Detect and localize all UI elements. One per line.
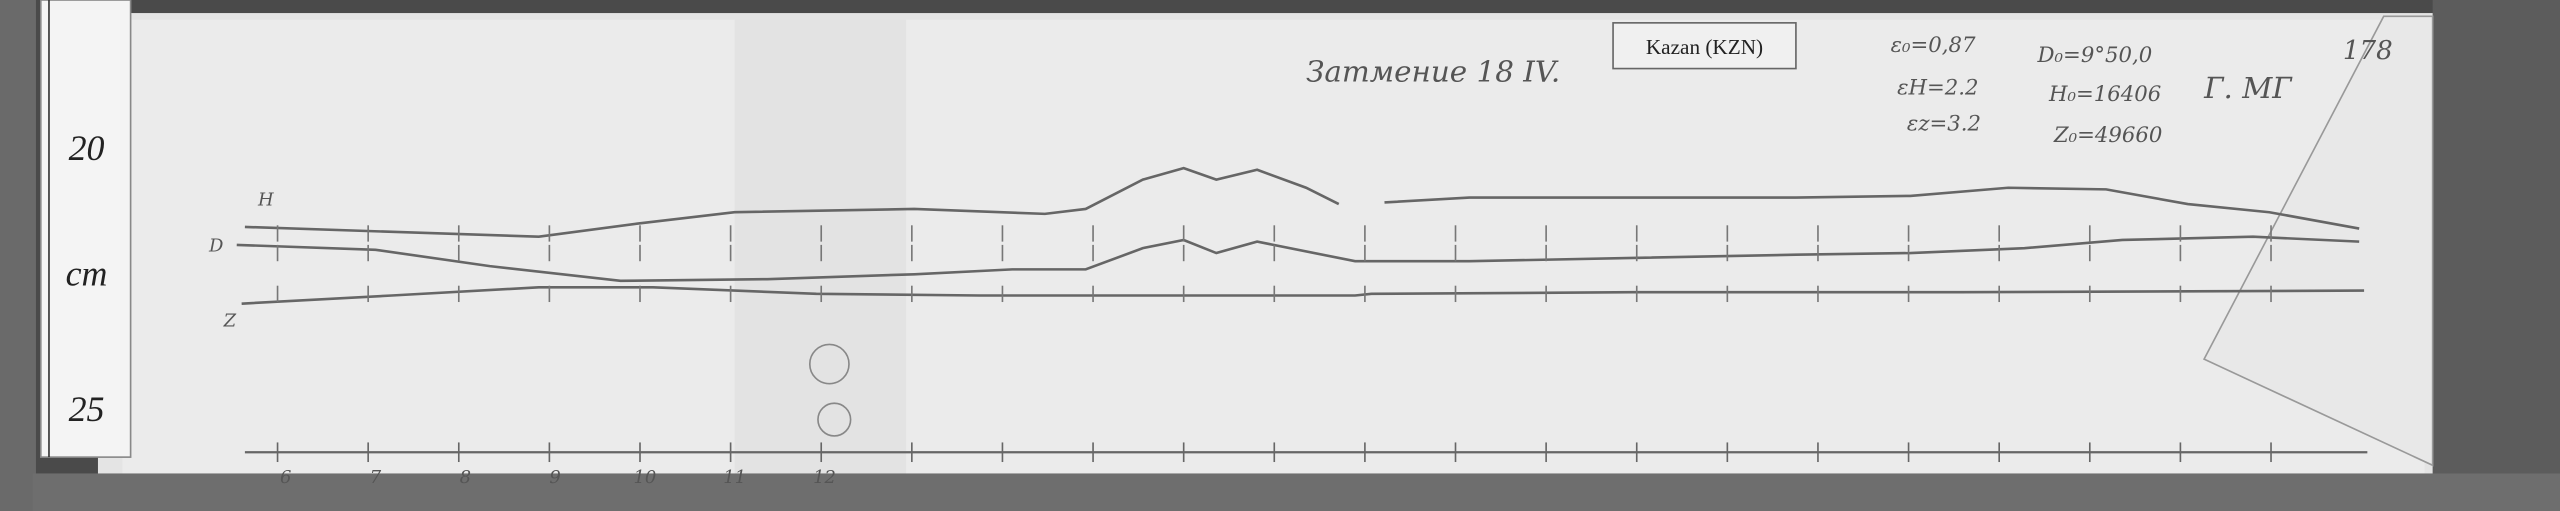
hour-ticks bbox=[276, 225, 2272, 463]
title: Затмение 18 IV. bbox=[1306, 55, 1560, 89]
hour-label: 12 bbox=[813, 467, 836, 488]
hour-label: 8 bbox=[460, 467, 471, 488]
constant: ε₀=0,87 bbox=[1891, 33, 1976, 58]
ruler-label: 20 bbox=[69, 128, 105, 168]
constant: εH=2.2 bbox=[1897, 76, 1978, 101]
constant: H₀=16406 bbox=[2048, 82, 2161, 107]
left-edge bbox=[0, 0, 36, 511]
ruler bbox=[40, 0, 132, 458]
hole bbox=[808, 343, 850, 385]
trace-h bbox=[244, 166, 2360, 239]
page-number: 178 bbox=[2343, 36, 2393, 66]
constant: Z₀=49660 bbox=[2053, 123, 2163, 148]
bottom-edge bbox=[32, 473, 2560, 511]
station: Г. МГ bbox=[2203, 71, 2293, 105]
trace-d bbox=[236, 235, 2360, 283]
hour-label: 7 bbox=[370, 467, 382, 488]
station-tag: Kazan (KZN) bbox=[1646, 35, 1763, 59]
constant: εz=3.2 bbox=[1907, 112, 1981, 137]
trace-label: H bbox=[257, 190, 274, 211]
hour-label: 6 bbox=[280, 467, 291, 488]
constant: D₀=9°50,0 bbox=[2037, 43, 2153, 68]
hole bbox=[817, 402, 852, 437]
trace-label: D bbox=[208, 235, 223, 256]
hour-label: 9 bbox=[549, 467, 560, 488]
hour-label: 10 bbox=[633, 467, 656, 488]
trace-z bbox=[241, 286, 2365, 305]
trace-label: Z bbox=[223, 311, 237, 332]
ruler-label: cm bbox=[66, 254, 108, 294]
right-board bbox=[2432, 0, 2560, 474]
ruler-label: 25 bbox=[69, 389, 105, 429]
tag-box bbox=[1612, 22, 1797, 70]
hour-label: 11 bbox=[723, 467, 746, 488]
